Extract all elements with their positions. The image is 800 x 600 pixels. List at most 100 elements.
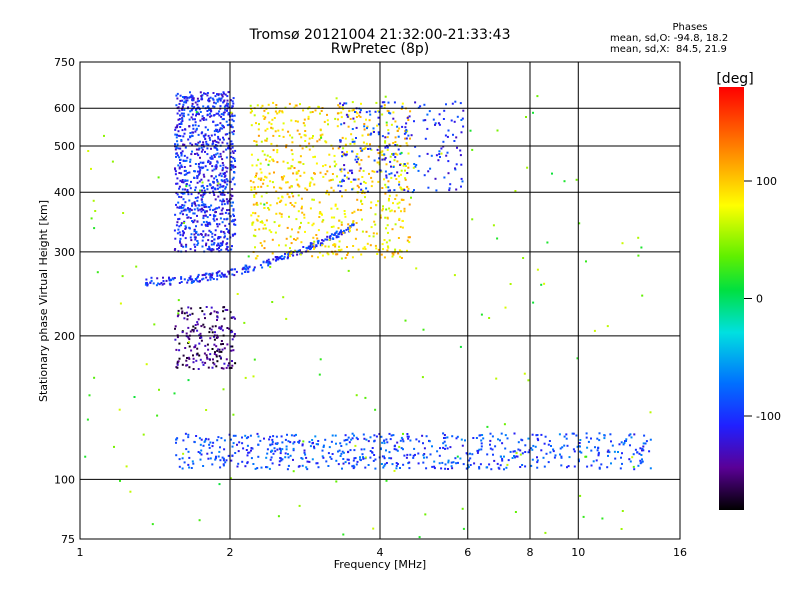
- data-point: [270, 142, 273, 145]
- data-point: [192, 368, 195, 370]
- data-point: [231, 454, 234, 457]
- data-point: [620, 456, 622, 459]
- data-point: [309, 445, 312, 448]
- data-point: [191, 118, 194, 121]
- data-point: [292, 442, 295, 445]
- data-point: [216, 360, 219, 363]
- data-point: [216, 160, 219, 163]
- data-point: [230, 349, 233, 352]
- data-point: [271, 438, 274, 441]
- data-point: [427, 170, 430, 173]
- data-point: [216, 128, 218, 131]
- data-point: [339, 455, 342, 457]
- data-point: [330, 179, 333, 182]
- data-point: [389, 189, 391, 192]
- data-point: [205, 437, 207, 440]
- data-point: [226, 183, 229, 186]
- data-point: [381, 441, 384, 444]
- data-point: [366, 242, 369, 245]
- data-point: [355, 222, 358, 224]
- data-point: [392, 117, 395, 120]
- data-point: [201, 361, 204, 364]
- data-point: [204, 439, 207, 442]
- data-point: [203, 210, 206, 213]
- data-point: [304, 230, 306, 233]
- data-point: [497, 438, 499, 441]
- data-point: [413, 189, 415, 192]
- data-point: [216, 184, 219, 187]
- data-point: [283, 175, 286, 178]
- data-point: [204, 214, 207, 217]
- data-point: [201, 195, 204, 198]
- data-point: [266, 448, 269, 451]
- data-point: [327, 193, 330, 196]
- data-point: [344, 434, 347, 437]
- data-point: [271, 443, 274, 446]
- data-point: [198, 172, 201, 175]
- data-point: [217, 137, 220, 140]
- data-point: [86, 418, 89, 421]
- data-point: [388, 432, 391, 435]
- data-point: [597, 446, 600, 449]
- data-point: [175, 348, 178, 351]
- data-point: [294, 201, 297, 204]
- data-point: [335, 230, 338, 233]
- data-point: [337, 450, 339, 453]
- data-point: [355, 161, 358, 163]
- data-point: [189, 207, 192, 210]
- data-point: [372, 527, 375, 530]
- data-point: [355, 116, 358, 118]
- data-point: [365, 438, 368, 441]
- data-point: [237, 462, 240, 465]
- data-point: [184, 100, 187, 103]
- data-point: [212, 278, 215, 280]
- data-point: [397, 148, 400, 151]
- data-point: [361, 134, 364, 137]
- data-point: [415, 438, 418, 441]
- data-point: [201, 245, 204, 248]
- data-point: [210, 306, 213, 309]
- data-point: [181, 129, 184, 132]
- data-point: [478, 467, 481, 470]
- data-point: [271, 301, 274, 303]
- data-point: [380, 151, 383, 154]
- data-point: [234, 223, 237, 226]
- data-point: [231, 105, 234, 108]
- data-point: [145, 363, 148, 366]
- data-point: [319, 358, 322, 361]
- data-point: [306, 468, 309, 471]
- data-point: [179, 114, 182, 117]
- data-point: [553, 456, 556, 459]
- data-point: [309, 246, 312, 249]
- data-point: [200, 194, 202, 197]
- data-point: [250, 153, 253, 156]
- data-point: [176, 193, 179, 196]
- data-point: [151, 523, 154, 526]
- data-point: [213, 146, 216, 149]
- data-point: [438, 462, 441, 465]
- data-point: [212, 140, 214, 143]
- data-point: [401, 220, 404, 222]
- data-point: [303, 134, 306, 137]
- data-point: [232, 152, 235, 154]
- data-point: [192, 329, 195, 331]
- data-point: [295, 178, 298, 181]
- data-point: [200, 98, 203, 101]
- data-point: [334, 203, 337, 206]
- data-point: [377, 133, 380, 136]
- data-point: [180, 139, 183, 141]
- data-point: [373, 434, 376, 437]
- data-point: [348, 109, 351, 112]
- data-point: [385, 438, 388, 441]
- data-point: [223, 99, 226, 102]
- data-point: [536, 268, 539, 271]
- data-point: [180, 222, 183, 225]
- data-point: [301, 211, 304, 214]
- data-point: [191, 460, 194, 463]
- data-point: [460, 131, 463, 134]
- data-point: [465, 452, 468, 455]
- data-point: [339, 168, 342, 171]
- data-point: [344, 256, 347, 259]
- data-point: [195, 127, 198, 130]
- data-point: [300, 197, 303, 200]
